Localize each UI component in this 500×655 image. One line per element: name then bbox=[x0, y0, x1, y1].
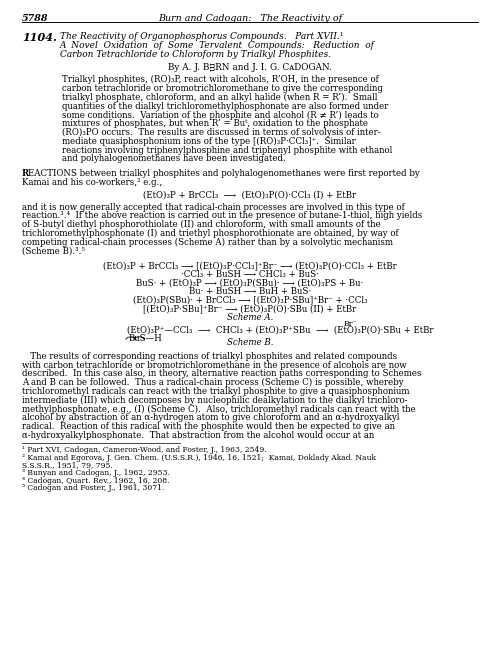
Text: (EtO)₃P⁺—CCl₃  ⟶  CHCl₃ + (EtO)₃P⁺SBu  ⟶  (EtO)₃P(O)·SBu + EtBr: (EtO)₃P⁺—CCl₃ ⟶ CHCl₃ + (EtO)₃P⁺SBu ⟶ (E… bbox=[127, 326, 433, 335]
Text: (EtO)₃P + BrCCl₃  ⟶  (EtO)₃P(O)·CCl₃ (I) + EtBr: (EtO)₃P + BrCCl₃ ⟶ (EtO)₃P(O)·CCl₃ (I) +… bbox=[144, 191, 356, 200]
Text: Trialkyl phosphites, (RO)₃P, react with alcohols, R’OH, in the presence of: Trialkyl phosphites, (RO)₃P, react with … bbox=[62, 75, 379, 84]
Text: competing radical-chain processes (Scheme A) rather than by a solvolytic mechani: competing radical-chain processes (Schem… bbox=[22, 238, 393, 247]
Text: 5788: 5788 bbox=[22, 14, 48, 23]
Text: Bu· + BuSH ⟶ BuH + BuS·: Bu· + BuSH ⟶ BuH + BuS· bbox=[189, 287, 311, 296]
Text: The results of corresponding reactions of trialkyl phosphites and related compou: The results of corresponding reactions o… bbox=[22, 352, 397, 361]
Text: EACTIONS between trialkyl phosphites and polyhalogenomethanes were first reporte: EACTIONS between trialkyl phosphites and… bbox=[28, 169, 420, 178]
Text: trichloromethyl radicals can react with the trialkyl phosphite to give a quasiph: trichloromethyl radicals can react with … bbox=[22, 387, 409, 396]
Text: ⁵ Cadogan and Foster, J., 1961, 3071.: ⁵ Cadogan and Foster, J., 1961, 3071. bbox=[22, 485, 165, 493]
Text: S.S.S.R., 1951, 79, 795.: S.S.S.R., 1951, 79, 795. bbox=[22, 461, 113, 469]
Text: Scheme B.: Scheme B. bbox=[227, 339, 273, 347]
Text: and it is now generally accepted that radical-chain processes are involved in th: and it is now generally accepted that ra… bbox=[22, 202, 405, 212]
Text: BuS· + (EtO)₃P ⟶ (EtO)₃P(SBu)· ⟶ (EtO)₃PS + Bu·: BuS· + (EtO)₃P ⟶ (EtO)₃P(SBu)· ⟶ (EtO)₃P… bbox=[136, 278, 364, 288]
Text: Kamai and his co-workers,² e.g.,: Kamai and his co-workers,² e.g., bbox=[22, 178, 162, 187]
Text: ·CCl₃ + BuSH ⟶ CHCl₃ + BuS·: ·CCl₃ + BuSH ⟶ CHCl₃ + BuS· bbox=[181, 270, 319, 279]
Text: quantities of the dialkyl trichloromethylphosphonate are also formed under: quantities of the dialkyl trichloromethy… bbox=[62, 102, 388, 111]
Text: intermediate (III) which decomposes by nucleophilic dealkylation to the dialkyl : intermediate (III) which decomposes by n… bbox=[22, 396, 407, 405]
Text: mediate quasiphosphonium ions of the type [(RO)₃P·CCl₃]⁺.  Similar: mediate quasiphosphonium ions of the typ… bbox=[62, 137, 356, 146]
Text: trialkyl phosphate, chloroform, and an alkyl halide (when R = R’).  Small: trialkyl phosphate, chloroform, and an a… bbox=[62, 93, 378, 102]
Text: Carbon Tetrachloride to Chloroform by Trialkyl Phosphites.: Carbon Tetrachloride to Chloroform by Tr… bbox=[60, 50, 331, 58]
Text: some conditions.  Variation of the phosphite and alcohol (R ≠ R’) leads to: some conditions. Variation of the phosph… bbox=[62, 111, 379, 119]
Text: [(EtO)₃P·SBu]⁺Br⁻ ⟶ (EtO)₃P(O)·SBu (II) + EtBr: [(EtO)₃P·SBu]⁺Br⁻ ⟶ (EtO)₃P(O)·SBu (II) … bbox=[144, 304, 356, 313]
Text: reactions involving triphenylphosphine and triphenyl phosphite with ethanol: reactions involving triphenylphosphine a… bbox=[62, 145, 392, 155]
Text: Burn and Cadogan:   The Reactivity of: Burn and Cadogan: The Reactivity of bbox=[158, 14, 342, 23]
Text: BuS—H: BuS—H bbox=[128, 335, 162, 343]
Text: (RO)₃PO occurs.  The results are discussed in terms of solvolysis of inter-: (RO)₃PO occurs. The results are discusse… bbox=[62, 128, 380, 137]
Text: trichloromethylphosphonate (I) and triethyl phosphorothionate are obtained, by w: trichloromethylphosphonate (I) and triet… bbox=[22, 229, 398, 238]
Text: 1104.: 1104. bbox=[22, 32, 57, 43]
Text: (Scheme B).³․⁵: (Scheme B).³․⁵ bbox=[22, 246, 85, 255]
Text: Br⁻: Br⁻ bbox=[343, 320, 357, 328]
Text: ⁴ Cadogan, Quart. Rev., 1962, 16, 208.: ⁴ Cadogan, Quart. Rev., 1962, 16, 208. bbox=[22, 477, 170, 485]
Text: described.  In this case also, in theory, alternative reaction paths correspondi: described. In this case also, in theory,… bbox=[22, 369, 421, 379]
Text: (EtO)₃P + BrCCl₃ ⟶ [(EtO)₃P·CCl₃]⁺Br⁻ ⟶ (EtO)₃P(O)·CCl₃ + EtBr: (EtO)₃P + BrCCl₃ ⟶ [(EtO)₃P·CCl₃]⁺Br⁻ ⟶ … bbox=[103, 261, 397, 271]
Text: ³ Bunyan and Cadogan, J., 1962, 2953.: ³ Bunyan and Cadogan, J., 1962, 2953. bbox=[22, 469, 170, 477]
Text: with carbon tetrachloride or bromotrichloromethane in the presence of alcohols a: with carbon tetrachloride or bromotrichl… bbox=[22, 361, 406, 369]
Text: (EtO)₃P(SBu)· + BrCCl₃ ⟶ [(EtO)₃P·SBu]⁺Br⁻ + ·CCl₃: (EtO)₃P(SBu)· + BrCCl₃ ⟶ [(EtO)₃P·SBu]⁺B… bbox=[132, 295, 368, 305]
Text: ² Kamai and Egorova, J. Gen. Chem. (U.S.S.R.), 1946, 16, 1521;  Kamai, Doklady A: ² Kamai and Egorova, J. Gen. Chem. (U.S.… bbox=[22, 454, 376, 462]
Text: and polyhalogenomethanes have been investigated.: and polyhalogenomethanes have been inves… bbox=[62, 155, 286, 163]
Text: A and B can be followed.  Thus a radical-chain process (Scheme C) is possible, w: A and B can be followed. Thus a radical-… bbox=[22, 379, 404, 387]
Text: radical.  Reaction of this radical with the phosphite would then be expected to : radical. Reaction of this radical with t… bbox=[22, 422, 395, 431]
Text: methylphosphonate, e.g., (I) (Scheme C).  Also, trichloromethyl radicals can rea: methylphosphonate, e.g., (I) (Scheme C).… bbox=[22, 405, 416, 414]
Text: The Reactivity of Organophosphorus Compounds.   Part XVII.¹: The Reactivity of Organophosphorus Compo… bbox=[60, 32, 344, 41]
Text: α-hydroxyalkylphosphonate.  That abstraction from the alcohol would occur at an: α-hydroxyalkylphosphonate. That abstract… bbox=[22, 431, 374, 440]
Text: Scheme A.: Scheme A. bbox=[227, 313, 273, 322]
Text: alcohol by abstraction of an α-hydrogen atom to give chloroform and an α-hydroxy: alcohol by abstraction of an α-hydrogen … bbox=[22, 413, 400, 422]
Text: A  Novel  Oxidation  of  Some  Tervalent  Compounds:   Reduction  of: A Novel Oxidation of Some Tervalent Comp… bbox=[60, 41, 375, 50]
Text: reaction.³․⁴  If the above reaction is carried out in the presence of butane-1-t: reaction.³․⁴ If the above reaction is ca… bbox=[22, 212, 422, 220]
Text: of S-butyl diethyl phosphorothiolate (II) and chloroform, with small amounts of : of S-butyl diethyl phosphorothiolate (II… bbox=[22, 220, 381, 229]
Text: ¹ Part XVI, Cadogan, Cameron-Wood, and Foster, J., 1963, 2549.: ¹ Part XVI, Cadogan, Cameron-Wood, and F… bbox=[22, 446, 266, 454]
Text: R: R bbox=[22, 169, 29, 178]
Text: carbon tetrachloride or bromotrichloromethane to give the corresponding: carbon tetrachloride or bromotrichlorome… bbox=[62, 84, 383, 93]
Text: mixtures of phosphates, but when R’ = Buᵗ, oxidation to the phosphate: mixtures of phosphates, but when R’ = Bu… bbox=[62, 119, 368, 128]
Text: By A. J. BᴟRN and J. I. G. CᴀDOGAN.: By A. J. BᴟRN and J. I. G. CᴀDOGAN. bbox=[168, 64, 332, 73]
